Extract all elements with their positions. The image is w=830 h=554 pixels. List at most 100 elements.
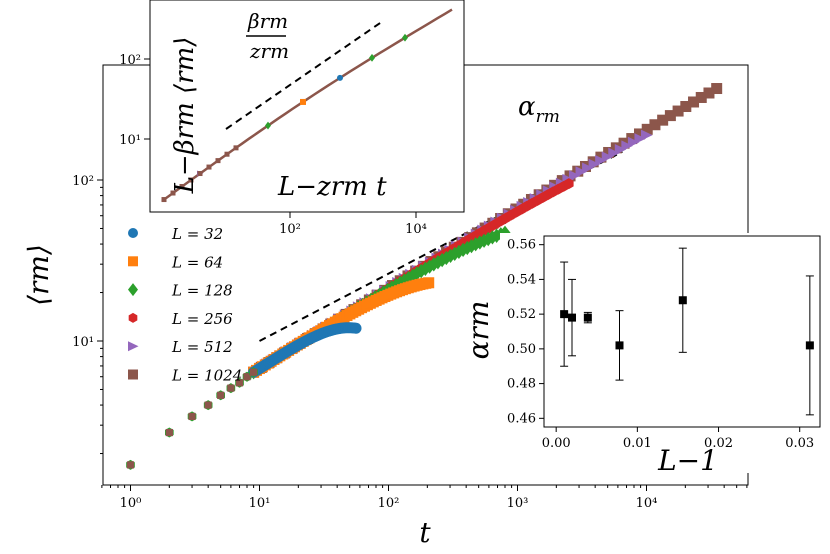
main-xlabel: t: [419, 516, 431, 549]
main-early-top-6: [235, 379, 244, 387]
inset1-xtick-label-0: 10²: [279, 222, 301, 237]
inset2-ytick-label-0: 0.46: [507, 411, 536, 426]
main-early-points: [126, 367, 258, 470]
inset2-point-2: [583, 313, 592, 322]
inset1-overlay-2: [300, 98, 306, 105]
inset2-point-4: [678, 296, 687, 305]
main-point-5-53: [657, 114, 669, 126]
inset-collapse-frame: [149, 0, 465, 213]
legend-marker-0: [128, 228, 138, 238]
main-point-5-50: [634, 128, 646, 140]
legend-label-5: L = 1024: [171, 367, 242, 385]
main-early-top-0: [126, 461, 135, 469]
main-point-2-45: [436, 252, 448, 268]
main-point-2-40: [415, 263, 427, 279]
main-point-5-55: [672, 105, 684, 117]
legend-marker-3: [128, 312, 138, 323]
inset-exponent-ticks: 0.00 0.01 0.02 0.03 0.46 0.48 0.50 0.52 0.54 0.56: [507, 238, 814, 451]
main-axis-ticks: 10⁰ 10¹ 10² 10³ 10⁴ 10¹ 10²: [72, 174, 748, 511]
inset2-ytick-label-5: 0.56: [507, 238, 536, 253]
main-xtick-label-3: 10³: [507, 496, 529, 511]
main-ytick-label-0: 10¹: [72, 335, 94, 350]
main-xtick-label-1: 10¹: [249, 496, 271, 511]
inset2-xtick-label-1: 0.01: [623, 436, 652, 451]
main-point-4-51: [582, 162, 594, 174]
main-point-4-60: [641, 129, 653, 141]
inset1-start-0: [161, 197, 167, 203]
inset-exponent-xlabel: L−1: [657, 444, 718, 477]
inset2-point-1: [568, 313, 577, 322]
inset1-start-3: [188, 177, 194, 183]
main-point-2-39: [411, 266, 423, 281]
inset-collapse-ylabel: L−βrm ⟨rm⟩: [170, 37, 200, 195]
main-point-4-55: [608, 147, 620, 159]
main-point-5-51: [641, 123, 653, 135]
inset-collapse-xlabel: L−zrm t: [277, 172, 387, 202]
inset1-start-1: [170, 190, 176, 196]
legend-label-4: L = 512: [171, 338, 233, 356]
inset2-ytick-label-3: 0.52: [507, 307, 536, 322]
inset1-start-8: [233, 145, 239, 151]
inset2-point-0: [560, 310, 569, 319]
main-point-5-57: [688, 96, 700, 108]
main-point-5-54: [664, 110, 676, 122]
inset-collapse-annotation-num: βrm: [247, 9, 288, 33]
inset-exponent-plot: 0.00 0.01 0.02 0.03 0.46 0.48 0.50 0.52 0.54 0.56…: [462, 233, 823, 477]
inset1-xtick-label-1: 10⁴: [405, 222, 427, 237]
inset2-xtick-label-2: 0.02: [704, 436, 733, 451]
inset-collapse-ticks: 10² 10⁴ 10¹ 10²: [119, 53, 427, 237]
main-point-4-59: [634, 133, 647, 145]
inset-collapse-annotation-den: zrm: [249, 39, 289, 63]
inset2-point-3: [615, 341, 624, 350]
main-ytick-label-1: 10²: [72, 174, 94, 189]
main-early-top-2: [188, 412, 196, 421]
main-point-5-45: [595, 151, 607, 163]
main-early-top-8: [249, 368, 258, 376]
legend-marker-1: [128, 256, 138, 267]
inset2-xtick-label-3: 0.03: [785, 436, 814, 451]
inset2-ytick-label-2: 0.50: [507, 342, 536, 357]
main-point-4-53: [595, 155, 607, 167]
main-point-5-49: [626, 133, 638, 145]
inset-collapse-guide-line: [225, 20, 384, 130]
main-early-top-7: [243, 373, 251, 381]
inset1-ytick-label-0: 10¹: [119, 133, 141, 148]
inset2-ytick-label-1: 0.48: [507, 377, 536, 392]
main-series-0: [248, 322, 362, 378]
inset1-start-5: [206, 164, 212, 170]
main-point-4-49: [568, 170, 581, 182]
main-ylabel: ⟨rm⟩: [22, 244, 55, 306]
main-point-4-56: [614, 144, 627, 156]
inset1-start-6: [215, 158, 221, 164]
main-point-5-60: [711, 83, 723, 95]
main-early-top-1: [165, 428, 173, 437]
main-early-top-4: [217, 391, 225, 399]
main-point-4-52: [588, 158, 601, 170]
inset-exponent-frame: [543, 235, 821, 428]
main-point-0-60: [350, 322, 362, 334]
inset-exponent-points: [560, 247, 814, 416]
main-point-4-57: [621, 140, 633, 152]
inset2-ytick-label-4: 0.54: [507, 272, 536, 287]
main-point-4-50: [575, 166, 588, 178]
main-xtick-label-4: 10⁴: [636, 496, 658, 511]
main-point-2-54: [474, 235, 486, 250]
main-legend: L = 32 L = 64 L = 128 L = 256 L = 512 L = 102…: [128, 225, 242, 385]
inset1-start-2: [179, 184, 185, 190]
legend-marker-5: [128, 369, 138, 380]
main-point-2-46: [440, 250, 452, 266]
legend-marker-2: [128, 283, 138, 297]
main-xtick-label-0: 10⁰: [120, 496, 142, 511]
main-point-5-59: [703, 87, 715, 99]
main-point-5-52: [649, 119, 661, 131]
inset-exponent-ylabel: αrm: [462, 301, 495, 360]
main-point-4-54: [601, 151, 614, 163]
main-point-1-60: [423, 277, 435, 289]
inset1-start-7: [224, 151, 230, 157]
inset1-start-4: [197, 171, 203, 177]
inset2-point-5: [805, 341, 814, 350]
inset2-xtick-label-0: 0.00: [542, 436, 571, 451]
main-early-top-3: [204, 401, 212, 409]
inset-collapse-plot: 10² 10⁴ 10¹ 10² βrm zrm L−zrm t L−βrm ⟨rm⟩: [119, 0, 465, 237]
main-point-2-36: [398, 273, 410, 288]
